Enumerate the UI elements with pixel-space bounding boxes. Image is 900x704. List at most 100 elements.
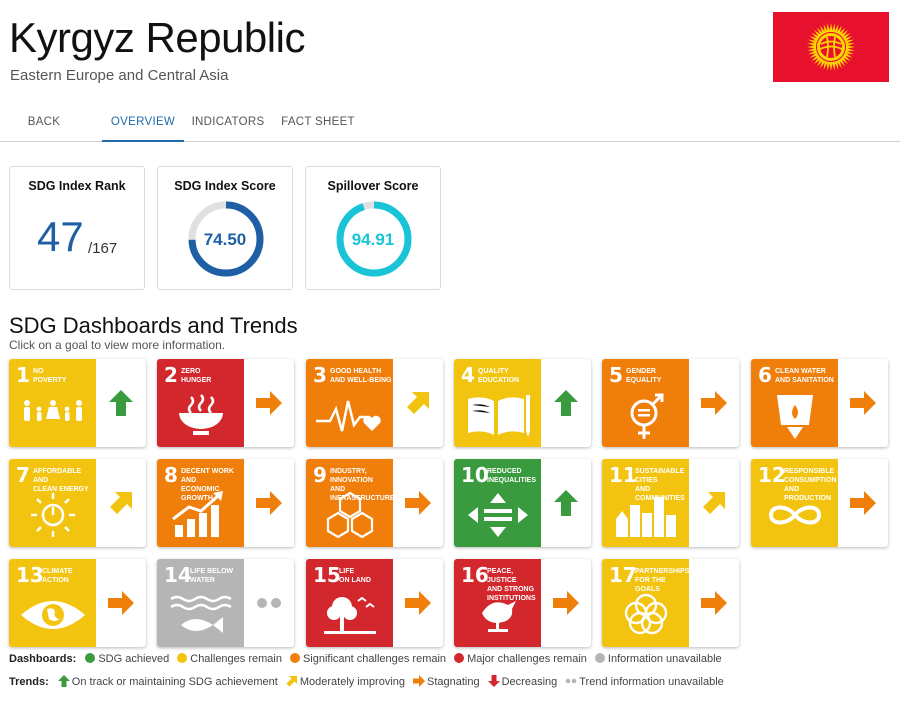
legend-text: Major challenges remain xyxy=(467,653,587,665)
goal-number: 14 xyxy=(164,563,192,587)
goal-card-3[interactable]: 3 GOOD HEALTH AND WELL-BEING xyxy=(306,359,443,447)
goal-trend xyxy=(838,459,888,547)
bowl-icon xyxy=(179,394,223,435)
goal-card-8[interactable]: 8 DECENT WORK AND ECONOMIC GROWTH xyxy=(157,459,294,547)
goal-tile-2: 2 ZERO HUNGER xyxy=(157,359,244,447)
legend-dot-icon xyxy=(177,653,188,663)
goal-card-9[interactable]: 9 INDUSTRY, INNOVATION AND INFRASTRUCTURE xyxy=(306,459,443,547)
goal-card-15[interactable]: 15 LIFE ON LAND xyxy=(306,559,443,647)
rank-total: /167 xyxy=(88,240,118,257)
goal-card-4[interactable]: 4 QUALITY EDUCATION xyxy=(454,359,591,447)
goal-number: 12 xyxy=(758,463,786,487)
dashboards-legend-label: Dashboards: xyxy=(9,653,77,665)
goal-tile-6: 6 CLEAN WATER AND SANITATION xyxy=(751,359,838,447)
goal-trend xyxy=(541,459,591,547)
rank-value: 47 xyxy=(37,213,84,260)
right-arrow-icon xyxy=(850,491,876,515)
goal-card-1[interactable]: 1 NO POVERTY xyxy=(9,359,146,447)
tab-overview[interactable]: OVERVIEW xyxy=(102,106,184,142)
legend-text: Decreasing xyxy=(501,676,558,688)
goal-number: 8 xyxy=(164,463,178,487)
goal-card-6[interactable]: 6 CLEAN WATER AND SANITATION xyxy=(751,359,888,447)
goal-tile-5: 5 GENDER EQUALITY xyxy=(602,359,689,447)
goal-number: 4 xyxy=(461,363,475,387)
people-icon xyxy=(24,400,82,421)
goal-card-14[interactable]: 14 LIFE BELOW WATER xyxy=(157,559,294,647)
goal-number: 9 xyxy=(313,463,327,487)
goal-name: REDUCED INEQUALITIES xyxy=(487,468,537,484)
dashboard-legend-item: Challenges remain xyxy=(177,653,282,665)
trend-legend-item: On track or maintaining SDG achievement xyxy=(57,675,278,688)
goal-card-16[interactable]: 16 PEACE, JUSTICE AND STRONG INSTITUTIONS xyxy=(454,559,591,647)
score-value: 74.50 xyxy=(203,230,247,249)
goal-tile-7: 7 AFFORDABLE AND CLEAN ENERGY xyxy=(9,459,96,547)
gender-icon xyxy=(630,393,664,439)
goal-trend xyxy=(689,359,739,447)
goal-trend xyxy=(541,559,591,647)
goal-name: PARTNERSHIPS FOR THE GOALS xyxy=(635,568,690,593)
spillover-value: 94.91 xyxy=(351,230,395,249)
goal-trend xyxy=(689,459,739,547)
tab-back[interactable]: BACK xyxy=(27,116,61,128)
cubes-icon xyxy=(326,491,374,539)
score-donut-arc xyxy=(188,201,264,277)
goal-card-12[interactable]: 12 RESPONSIBLE CONSUMPTION AND PRODUCTION xyxy=(751,459,888,547)
equality-icon xyxy=(468,493,528,537)
legend-text: Moderately improving xyxy=(299,676,405,688)
legend-dot-icon xyxy=(594,653,605,663)
goal-name: LIFE BELOW WATER xyxy=(190,568,234,584)
sdg-index-score-card: SDG Index Score 74.50 xyxy=(157,166,293,290)
goal-trend xyxy=(244,359,294,447)
goal-number: 6 xyxy=(758,363,772,387)
goal-card-7[interactable]: 7 AFFORDABLE AND CLEAN ENERGY xyxy=(9,459,146,547)
dashboards-title: SDG Dashboards and Trends xyxy=(9,313,298,338)
goal-tile-13: 13 CLIMATE ACTION xyxy=(9,559,96,647)
goal-card-17[interactable]: 17 PARTNERSHIPS FOR THE GOALS xyxy=(602,559,739,647)
growth-icon xyxy=(172,491,223,537)
diag-arrow-icon xyxy=(286,676,297,687)
goal-trend xyxy=(393,359,443,447)
sdg-index-rank-card: SDG Index Rank 47 /167 xyxy=(9,166,145,290)
spillover-donut xyxy=(336,201,412,277)
goal-number: 5 xyxy=(609,363,623,387)
right-arrow-icon xyxy=(108,591,134,615)
heartbeat-icon xyxy=(316,400,381,432)
goal-name: CLIMATE ACTION xyxy=(42,568,73,584)
score-title: SDG Index Score xyxy=(174,179,276,193)
tab-indicators[interactable]: INDICATORS xyxy=(191,116,265,128)
goal-trend xyxy=(393,459,443,547)
page-title: Kyrgyz Republic xyxy=(9,14,305,61)
region-subtitle: Eastern Europe and Central Asia xyxy=(10,67,229,84)
goal-tile-9: 9 INDUSTRY, INNOVATION AND INFRASTRUCTURE xyxy=(306,459,395,547)
legend-text: Significant challenges remain xyxy=(302,653,447,665)
goal-name: AFFORDABLE AND CLEAN ENERGY xyxy=(33,468,89,493)
goal-tile-3: 3 GOOD HEALTH AND WELL-BEING xyxy=(306,359,393,447)
goal-name: GOOD HEALTH AND WELL-BEING xyxy=(330,368,392,384)
goal-name: INDUSTRY, INNOVATION AND INFRASTRUCTURE xyxy=(330,468,395,502)
dots-icon xyxy=(565,678,577,684)
goal-card-13[interactable]: 13 CLIMATE ACTION xyxy=(9,559,146,647)
up-arrow-icon xyxy=(57,675,70,687)
goal-trend xyxy=(393,559,443,647)
trend-legend-item: Trend information unavailable xyxy=(565,676,724,688)
right-arrow-icon xyxy=(701,391,727,415)
goal-number: 13 xyxy=(16,563,44,587)
legend-dot-icon xyxy=(289,653,300,663)
trend-legend-item: Stagnating xyxy=(413,675,480,688)
goal-name: RESPONSIBLE CONSUMPTION AND PRODUCTION xyxy=(784,468,837,502)
right-arrow-icon xyxy=(405,491,431,515)
goal-name: NO POVERTY xyxy=(33,368,67,384)
tab-fact-sheet[interactable]: FACT SHEET xyxy=(281,116,355,128)
goal-name: ZERO HUNGER xyxy=(181,368,212,384)
goal-card-2[interactable]: 2 ZERO HUNGER xyxy=(157,359,294,447)
goal-card-10[interactable]: 10 REDUCED INEQUALITIES xyxy=(454,459,591,547)
nav-tabs: BACK OVERVIEW INDICATORS FACT SHEET xyxy=(0,106,900,142)
goal-trend xyxy=(689,559,739,647)
diag-arrow-icon xyxy=(407,392,429,414)
dashboard-legend-item: SDG achieved xyxy=(85,653,169,665)
score-donut xyxy=(188,201,264,277)
goal-card-5[interactable]: 5 GENDER EQUALITY xyxy=(602,359,739,447)
dove-icon xyxy=(482,601,516,632)
